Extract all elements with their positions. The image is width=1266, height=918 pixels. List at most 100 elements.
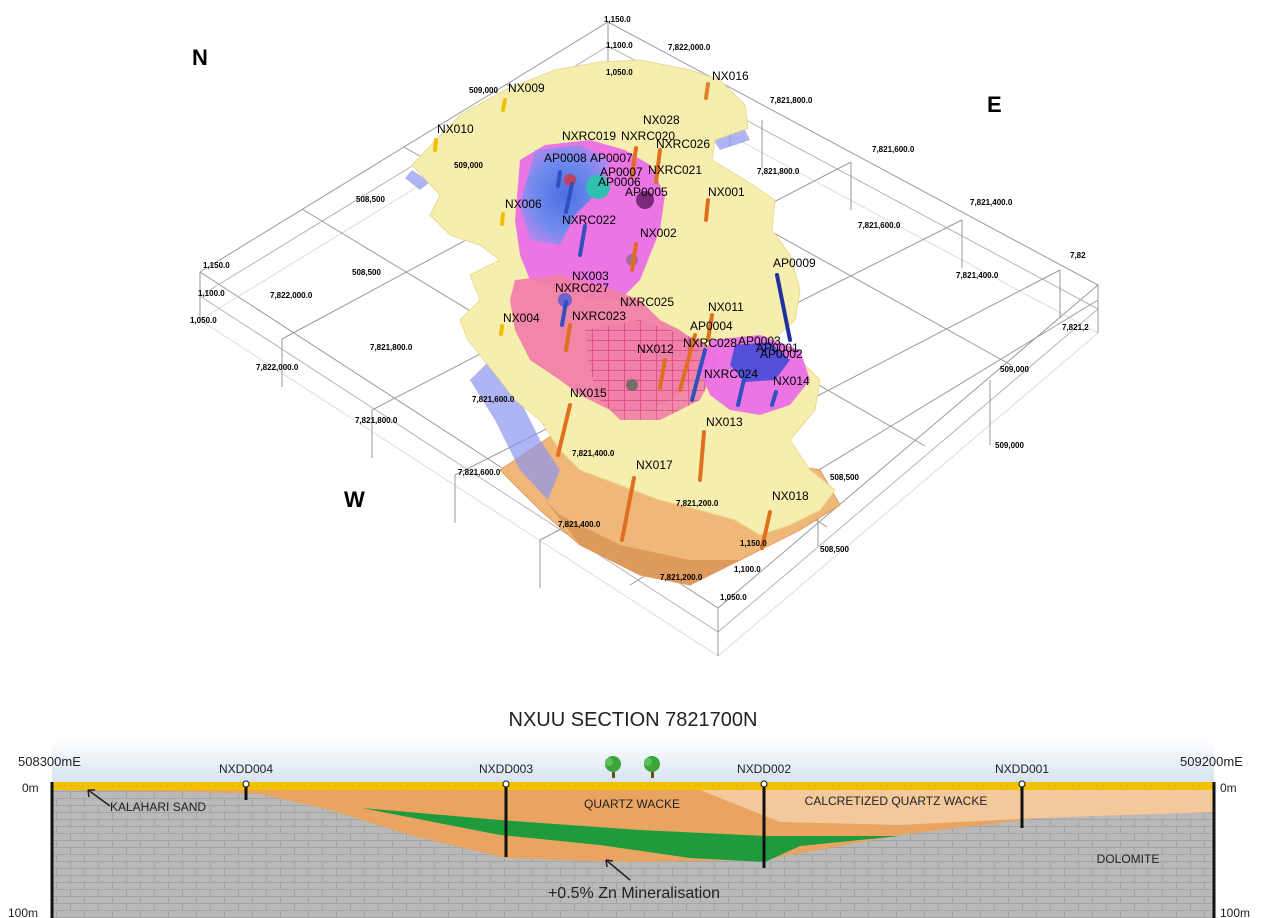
grid-label: 1,050.0 bbox=[190, 316, 217, 325]
tree-trunk bbox=[651, 768, 654, 778]
hole-trace-nx016 bbox=[704, 82, 710, 100]
tree-canopy-highlight bbox=[605, 758, 613, 766]
grid-label: 1,150.0 bbox=[203, 261, 230, 270]
grid-label: 7,822,000.0 bbox=[668, 43, 711, 52]
arrow-shaft bbox=[87, 789, 111, 807]
hole-trace-nx006 bbox=[500, 212, 505, 226]
arrow-head bbox=[87, 789, 95, 798]
grid-label: 7,821,200.0 bbox=[660, 573, 703, 582]
drillhole-label: NX004 bbox=[503, 311, 540, 325]
drillhole-label: NX013 bbox=[706, 415, 743, 429]
section-hole-label: NXDD001 bbox=[995, 762, 1049, 776]
tree-icon bbox=[605, 756, 621, 778]
grid-label: 7,822,000.0 bbox=[270, 291, 313, 300]
grid-label: 1,050.0 bbox=[720, 593, 747, 602]
model-3d: 1,150.0 1,100.0 1,050.0 7,822,000.0 7,82… bbox=[190, 15, 1099, 657]
compass-east: E bbox=[987, 92, 1002, 117]
hole-trace-nxrc026 bbox=[654, 148, 662, 184]
collar-nxdd002 bbox=[760, 780, 768, 788]
grid-label: 1,150.0 bbox=[604, 15, 631, 24]
label-mineralisation: +0.5% Zn Mineralisation bbox=[548, 885, 720, 902]
grid-label: 7,821,2 bbox=[1062, 323, 1089, 332]
grid-label: 7,822,000.0 bbox=[256, 363, 299, 372]
drillhole-label: NX014 bbox=[773, 374, 810, 388]
left-easting-label: 508300mE bbox=[18, 754, 81, 769]
calcretized-layer bbox=[700, 790, 1214, 825]
drillhole-label: NXRC020 bbox=[621, 129, 675, 143]
drillhole-label: NX012 bbox=[637, 342, 674, 356]
grid-label: 1,100.0 bbox=[198, 289, 225, 298]
depth-top-right: 0m bbox=[1220, 781, 1237, 795]
blue-zone-south bbox=[730, 342, 790, 382]
collar-nxdd004 bbox=[242, 780, 250, 788]
drillhole-label: NXRC021 bbox=[648, 163, 702, 177]
drillhole-label: AP0004 bbox=[690, 319, 733, 333]
drillhole-label: NX006 bbox=[505, 197, 542, 211]
grid-label: 7,821,400.0 bbox=[970, 198, 1013, 207]
blob-small-2 bbox=[558, 293, 572, 307]
hole-trace-nxrc023 bbox=[564, 323, 572, 352]
drillhole-label: NX003 bbox=[572, 269, 609, 283]
label-quartz-wacke: QUARTZ WACKE bbox=[584, 797, 680, 811]
grid-label: 509,000 bbox=[454, 161, 483, 170]
drillhole-label: NX001 bbox=[708, 185, 745, 199]
drillhole-label: NX002 bbox=[640, 226, 677, 240]
grid-label: 1,100.0 bbox=[606, 41, 633, 50]
grid-label: 7,82 bbox=[1070, 251, 1086, 260]
hole-trace-nx004 bbox=[499, 324, 504, 336]
drillhole-label: NX028 bbox=[643, 113, 680, 127]
compass-north: N bbox=[192, 45, 208, 70]
drillhole-label: NXRC024 bbox=[704, 367, 758, 381]
section-hole-label: NXDD002 bbox=[737, 762, 791, 776]
hole-trace-nx014 bbox=[770, 390, 778, 407]
tree-trunk bbox=[612, 768, 615, 778]
label-dolomite: DOLOMITE bbox=[1097, 852, 1160, 866]
wacke-body-shadow bbox=[545, 500, 740, 585]
collar-nxdd003 bbox=[502, 780, 510, 788]
hole-trace-nx018 bbox=[760, 510, 772, 550]
grid-label: 7,821,800.0 bbox=[370, 343, 413, 352]
hole-trace-nx002 bbox=[630, 242, 638, 272]
drillhole-label: NX018 bbox=[772, 489, 809, 503]
grid-label: 7,821,600.0 bbox=[872, 145, 915, 154]
hole-trace-nxrc027 bbox=[560, 300, 568, 327]
hole-trace-nxrc022 bbox=[578, 224, 587, 257]
grid-label: 509,000 bbox=[469, 86, 498, 95]
hole-trace-nx009 bbox=[501, 98, 507, 112]
compass-west: W bbox=[344, 487, 365, 512]
blue-zone-north bbox=[520, 145, 610, 245]
drillhole-label: NX016 bbox=[712, 69, 749, 83]
grid-label: 7,821,600.0 bbox=[858, 221, 901, 230]
drillhole-label: NX009 bbox=[508, 81, 545, 95]
grid-label: 7,821,600.0 bbox=[472, 395, 515, 404]
grid-coordinate-labels: 1,150.0 1,100.0 1,050.0 7,822,000.0 7,82… bbox=[190, 15, 1089, 602]
hole-trace-nxrc028 bbox=[690, 348, 707, 402]
hole-trace-ap0007 bbox=[564, 182, 574, 214]
drillhole-label: NXRC022 bbox=[562, 213, 616, 227]
kalahari-sand-layer bbox=[52, 782, 1214, 790]
hole-trace-nx001 bbox=[704, 198, 710, 222]
section-title: NXUU SECTION 7821700N bbox=[509, 709, 758, 731]
depth-bottom-right: 100m bbox=[1220, 906, 1250, 918]
grid-label: 509,000 bbox=[1000, 365, 1029, 374]
drillhole-label: NXRC026 bbox=[656, 137, 710, 151]
grid-label: 7,821,400.0 bbox=[572, 449, 615, 458]
hole-trace-nx017 bbox=[620, 476, 636, 542]
right-easting-label: 509200mE bbox=[1180, 754, 1243, 769]
drillhole-label: NXRC019 bbox=[562, 129, 616, 143]
red-grid-zone bbox=[585, 320, 720, 420]
hole-trace-nx011 bbox=[706, 313, 714, 342]
hole-trace-ap0009 bbox=[775, 273, 792, 342]
mineralisation-arrow-icon bbox=[605, 859, 631, 881]
drillhole-label: NX011 bbox=[708, 300, 744, 314]
grid-label: 1,050.0 bbox=[606, 68, 633, 77]
grid-label: 508,500 bbox=[820, 545, 849, 554]
grid-label: 7,821,800.0 bbox=[770, 96, 813, 105]
collar-markers bbox=[242, 780, 1026, 788]
tree-icon bbox=[644, 756, 660, 778]
grid-label: 7,821,200.0 bbox=[676, 499, 719, 508]
hole-trace-nxrc020 bbox=[630, 146, 638, 178]
drillhole-label: NX010 bbox=[437, 122, 474, 136]
cyan-blob bbox=[586, 175, 610, 199]
drillhole-label: AP0007 bbox=[600, 165, 643, 179]
